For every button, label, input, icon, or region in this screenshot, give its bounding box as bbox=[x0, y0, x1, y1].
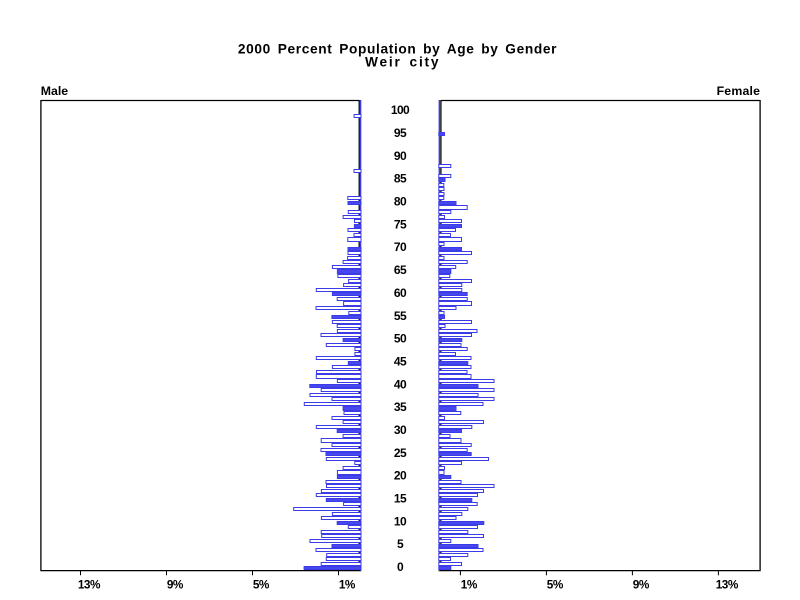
svg-text:45: 45 bbox=[394, 354, 407, 368]
svg-text:50: 50 bbox=[394, 332, 407, 346]
svg-text:20: 20 bbox=[394, 469, 407, 483]
svg-text:100: 100 bbox=[391, 103, 410, 117]
svg-text:90: 90 bbox=[394, 149, 407, 163]
svg-text:9%: 9% bbox=[633, 578, 650, 592]
svg-text:13%: 13% bbox=[716, 578, 739, 592]
svg-text:Weir city: Weir city bbox=[365, 55, 440, 70]
svg-text:5: 5 bbox=[397, 537, 404, 551]
svg-text:25: 25 bbox=[394, 446, 407, 460]
svg-text:5%: 5% bbox=[253, 578, 270, 592]
svg-text:2000 Percent Population by Age: 2000 Percent Population by Age by Gender bbox=[238, 42, 557, 57]
svg-text:5%: 5% bbox=[547, 578, 564, 592]
svg-text:15: 15 bbox=[394, 492, 407, 506]
svg-text:65: 65 bbox=[394, 263, 407, 277]
svg-text:60: 60 bbox=[394, 286, 407, 300]
svg-text:55: 55 bbox=[394, 309, 407, 323]
svg-text:Female: Female bbox=[717, 84, 761, 98]
svg-text:70: 70 bbox=[394, 240, 407, 254]
svg-text:Male: Male bbox=[41, 84, 68, 98]
svg-text:13%: 13% bbox=[78, 578, 101, 592]
svg-text:1%: 1% bbox=[461, 578, 478, 592]
svg-text:75: 75 bbox=[394, 217, 407, 231]
svg-text:35: 35 bbox=[394, 400, 407, 414]
svg-text:10: 10 bbox=[394, 514, 407, 528]
svg-text:95: 95 bbox=[394, 126, 407, 140]
svg-text:30: 30 bbox=[394, 423, 407, 437]
svg-text:80: 80 bbox=[394, 195, 407, 209]
svg-text:40: 40 bbox=[394, 377, 407, 391]
svg-text:9%: 9% bbox=[167, 578, 184, 592]
svg-text:1%: 1% bbox=[339, 578, 356, 592]
svg-text:0: 0 bbox=[397, 560, 404, 574]
svg-text:85: 85 bbox=[394, 172, 407, 186]
